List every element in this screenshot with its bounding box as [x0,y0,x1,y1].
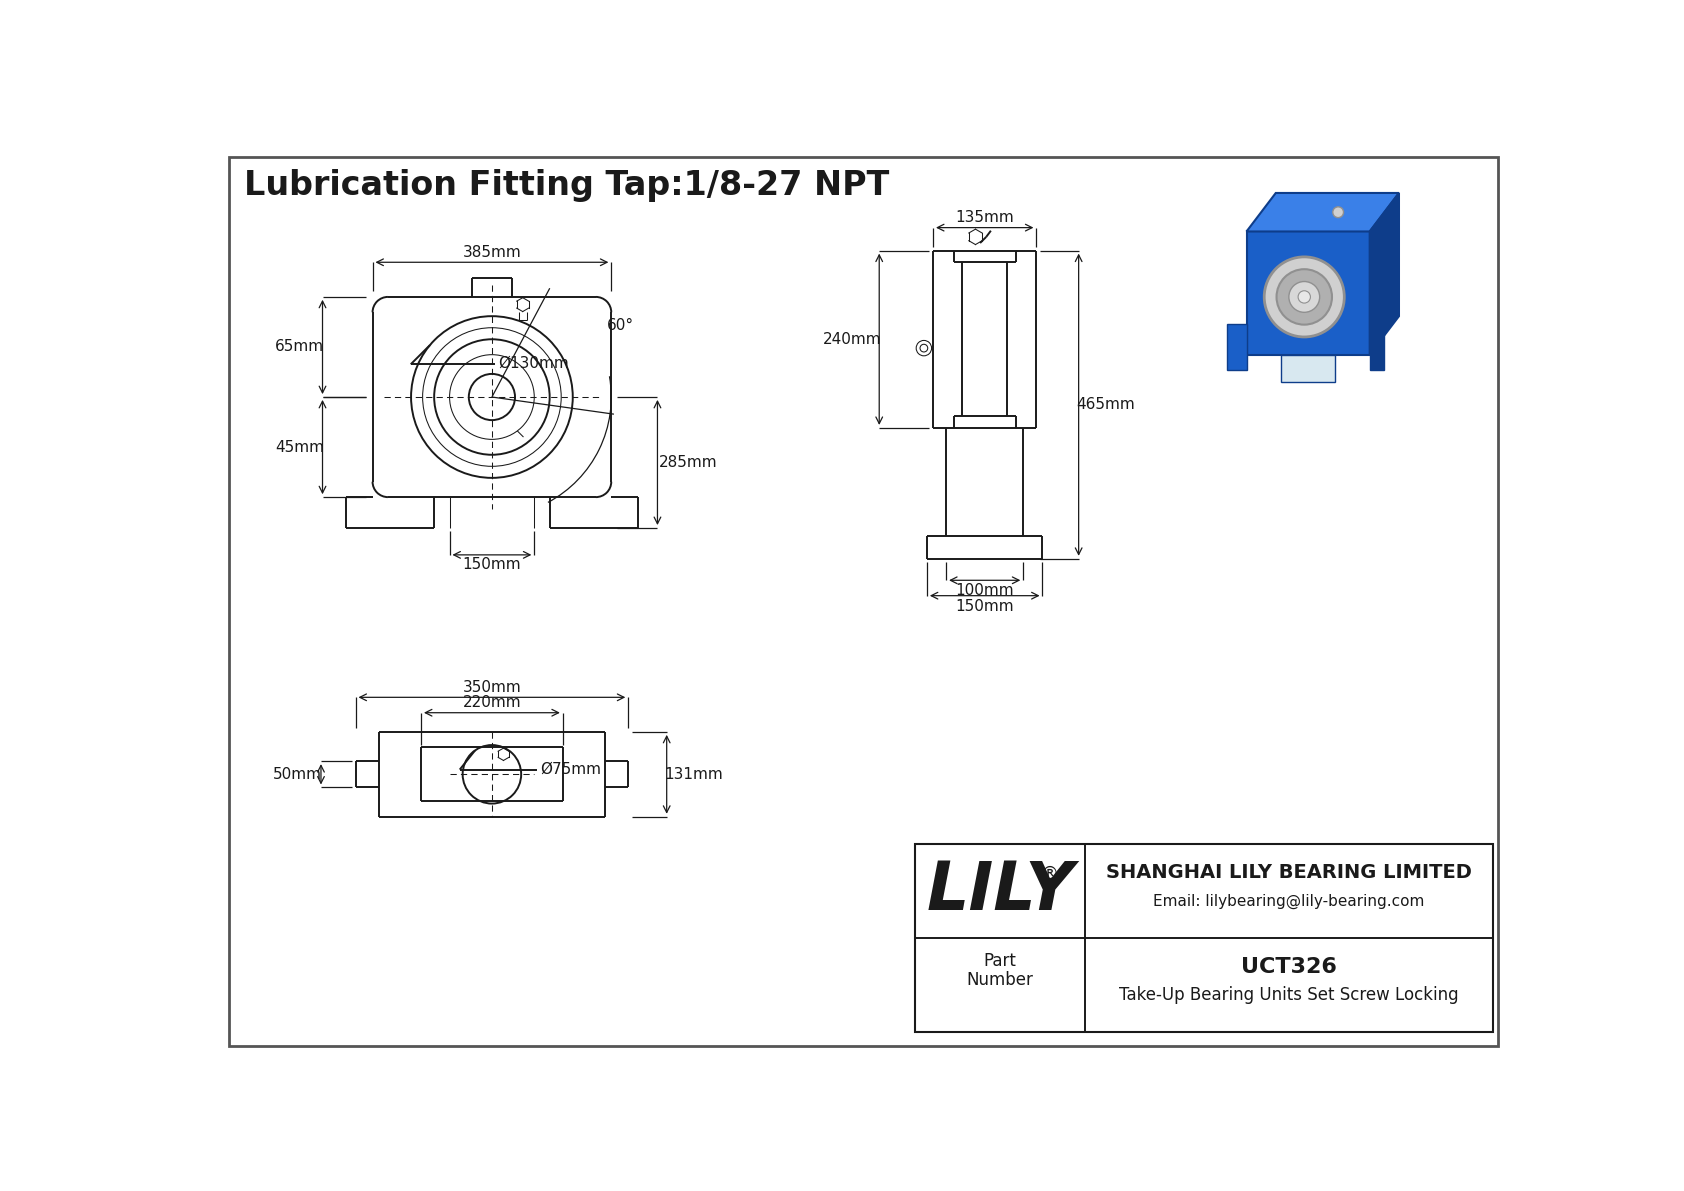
Bar [916,843,1494,1033]
Text: 385mm: 385mm [463,245,522,260]
Text: 131mm: 131mm [663,767,722,781]
Circle shape [1298,291,1310,303]
Circle shape [1265,257,1344,337]
Text: 285mm: 285mm [658,455,717,470]
Text: Email: lilybearing@lily-bearing.com: Email: lilybearing@lily-bearing.com [1154,893,1425,909]
Text: Part: Part [983,952,1017,969]
Polygon shape [1282,355,1335,381]
Text: SHANGHAI LILY BEARING LIMITED: SHANGHAI LILY BEARING LIMITED [1106,863,1472,883]
Text: 65mm: 65mm [274,339,323,355]
Polygon shape [1369,193,1399,355]
Text: LILY: LILY [926,858,1074,923]
Text: 150mm: 150mm [463,557,522,573]
Text: 135mm: 135mm [955,210,1014,225]
Circle shape [1288,281,1320,312]
Text: 220mm: 220mm [463,696,522,710]
Text: 465mm: 465mm [1076,398,1135,412]
Text: Take-Up Bearing Units Set Screw Locking: Take-Up Bearing Units Set Screw Locking [1120,986,1458,1004]
Text: Lubrication Fitting Tap:1/8-27 NPT: Lubrication Fitting Tap:1/8-27 NPT [244,169,889,201]
Polygon shape [1228,324,1246,370]
Text: Number: Number [967,971,1034,989]
Polygon shape [1246,231,1369,355]
Text: 45mm: 45mm [274,439,323,455]
Polygon shape [1246,193,1399,231]
Text: 150mm: 150mm [955,599,1014,613]
Text: UCT326: UCT326 [1241,956,1337,977]
Circle shape [1332,207,1344,218]
Text: 60°: 60° [606,318,633,332]
Text: 50mm: 50mm [273,767,322,781]
Text: Ø130mm: Ø130mm [498,356,569,372]
Text: ®: ® [1041,865,1058,884]
Polygon shape [1369,324,1384,370]
Text: 240mm: 240mm [823,332,882,347]
Circle shape [1276,269,1332,325]
Text: Ø75mm: Ø75mm [541,761,601,777]
Text: 350mm: 350mm [463,680,522,694]
Text: 100mm: 100mm [955,582,1014,598]
